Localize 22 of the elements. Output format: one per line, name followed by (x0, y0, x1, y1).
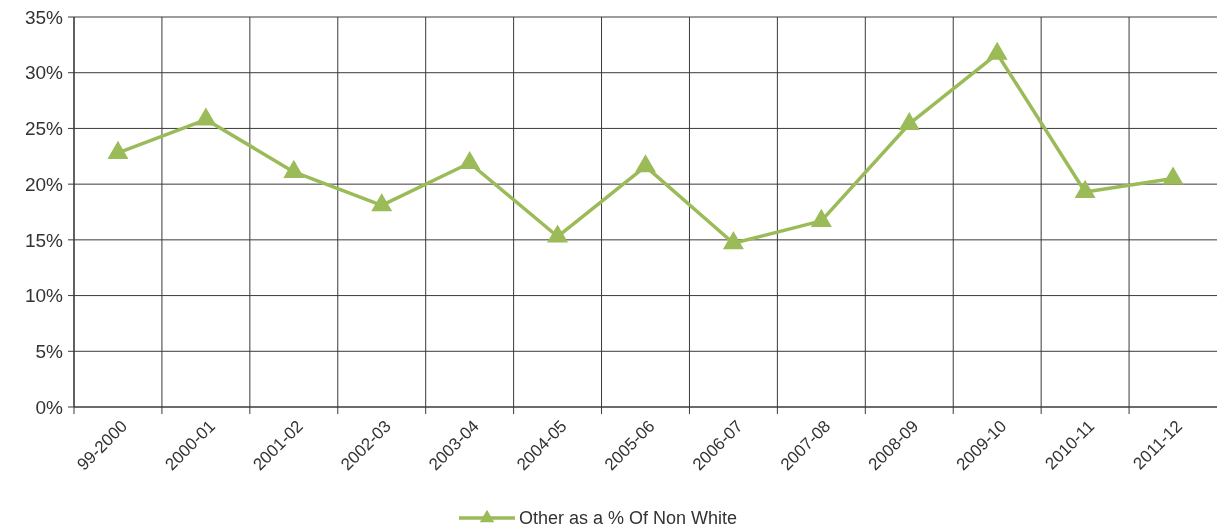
point (283, 159, 305, 178)
y-tick-label: 10% (24, 285, 64, 307)
point (635, 154, 656, 173)
y-tick-label: 35% (24, 6, 64, 28)
y-tick-label: 5% (35, 340, 64, 362)
point (1074, 179, 1096, 198)
point (722, 231, 744, 250)
point (547, 224, 569, 243)
point (195, 107, 217, 126)
y-tick-label: 0% (35, 396, 64, 418)
point (371, 193, 393, 212)
y-tick-label: 20% (24, 173, 64, 195)
point (810, 208, 832, 227)
point (459, 150, 481, 170)
point (986, 41, 1008, 60)
y-tick-label: 30% (24, 62, 64, 84)
point (107, 140, 129, 159)
y-tick-label: 25% (24, 118, 64, 140)
point (898, 111, 920, 131)
y-tick-label: 15% (24, 229, 64, 251)
legend-label: Other as a % Of Non White (519, 508, 738, 529)
point (1162, 166, 1184, 185)
